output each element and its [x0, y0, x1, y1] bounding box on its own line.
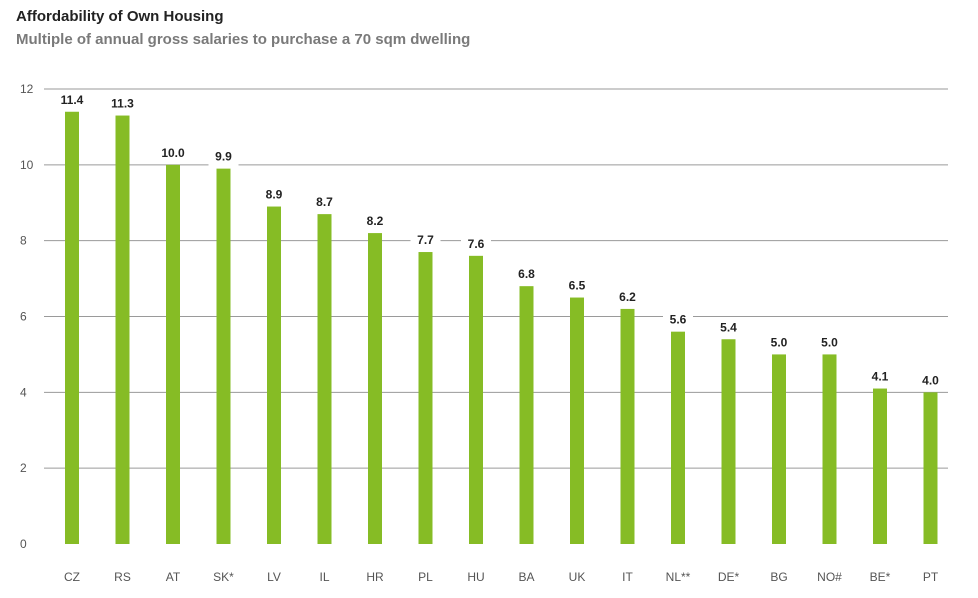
x-tick-label: PL: [418, 570, 433, 584]
bar: [671, 331, 685, 544]
bar: [822, 354, 837, 544]
bar: [166, 164, 180, 545]
data-label: 5.6: [670, 313, 687, 327]
x-tick-label: BE*: [870, 570, 891, 584]
data-label: 11.4: [61, 93, 84, 107]
data-label-background: [713, 317, 744, 338]
data-label-background: [612, 286, 643, 307]
x-tick-label: DE*: [718, 570, 740, 584]
y-tick-label: 8: [20, 234, 27, 248]
data-label: 9.9: [215, 150, 232, 164]
x-tick-label: NO#: [817, 570, 842, 584]
data-label-background: [461, 233, 491, 254]
bar: [620, 308, 635, 544]
bar: [115, 115, 130, 545]
bar: [368, 233, 382, 545]
y-tick-label: 10: [20, 158, 34, 172]
x-tick-label: HU: [467, 570, 484, 584]
data-label: 10.0: [161, 146, 185, 160]
bar: [923, 392, 938, 544]
data-label: 4.0: [922, 373, 939, 387]
bar: [873, 388, 887, 544]
data-label-background: [259, 184, 289, 205]
y-axis-ticks: 0 2 4 6 8 10 12: [20, 82, 34, 551]
chart-title: Affordability of Own Housing: [16, 8, 224, 25]
x-tick-label: BG: [770, 570, 787, 584]
data-label: 8.7: [316, 195, 333, 209]
bar: [469, 255, 483, 545]
x-tick-label: NL**: [666, 570, 691, 584]
data-label: 4.1: [872, 370, 889, 384]
data-label-background: [208, 146, 239, 167]
data-label: 7.6: [468, 237, 485, 251]
data-label: 8.9: [266, 188, 283, 202]
data-label-background: [410, 230, 441, 251]
data-label: 6.8: [518, 267, 535, 281]
bars: [65, 111, 938, 545]
data-label-background: [562, 275, 592, 296]
x-axis-ticks: CZ RS AT SK* LV IL HR PL HU BA UK IT NL** DE* BG NO# BE*…: [64, 570, 939, 584]
data-label-background: [360, 211, 390, 232]
x-tick-label: LV: [267, 570, 281, 584]
data-label-background: [309, 192, 340, 213]
data-label: 5.4: [720, 320, 737, 334]
data-label-background: [107, 93, 138, 114]
x-tick-label: HR: [366, 570, 384, 584]
x-tick-label: SK*: [213, 570, 234, 584]
data-label: 6.5: [569, 279, 586, 293]
data-label: 6.2: [619, 290, 636, 304]
data-label-background: [57, 89, 87, 110]
data-label-background: [158, 142, 188, 163]
data-label-background: [865, 366, 895, 387]
x-tick-label: AT: [166, 570, 181, 584]
data-label-background: [814, 332, 845, 353]
chart-subtitle: Multiple of annual gross salaries to pur…: [16, 31, 471, 48]
x-tick-label: UK: [569, 570, 586, 584]
bar: [317, 214, 332, 544]
y-tick-label: 6: [20, 310, 27, 324]
bar: [418, 252, 433, 544]
y-tick-label: 12: [20, 82, 34, 96]
data-label-background: [663, 309, 693, 330]
data-label: 11.3: [111, 97, 134, 111]
data-label: 7.7: [417, 233, 434, 247]
gridlines: [44, 88, 948, 469]
x-tick-label: CZ: [64, 570, 80, 584]
x-tick-label: IL: [319, 570, 329, 584]
data-label-background: [915, 370, 946, 391]
bar: [519, 286, 534, 544]
bar: [772, 354, 786, 544]
bar: [721, 339, 736, 544]
data-label: 5.0: [821, 335, 838, 349]
x-tick-label: PT: [923, 570, 939, 584]
data-label-background: [511, 264, 542, 285]
x-tick-label: RS: [114, 570, 131, 584]
data-label-background: [764, 332, 794, 353]
bar: [216, 168, 231, 544]
data-labels: 11.4 11.3 10.0 9.9 8.9 8.7 8.2 7.7 7.6 6.8 6.5 6.2 5…: [57, 89, 946, 391]
y-tick-label: 2: [20, 461, 27, 475]
x-tick-label: IT: [622, 570, 633, 584]
y-tick-label: 4: [20, 385, 27, 399]
data-label: 5.0: [771, 335, 788, 349]
data-label: 8.2: [367, 214, 384, 228]
y-tick-label: 0: [20, 537, 27, 551]
x-tick-label: BA: [518, 570, 534, 584]
bar: [570, 297, 584, 544]
bar: [267, 206, 281, 544]
bar: [65, 111, 79, 544]
